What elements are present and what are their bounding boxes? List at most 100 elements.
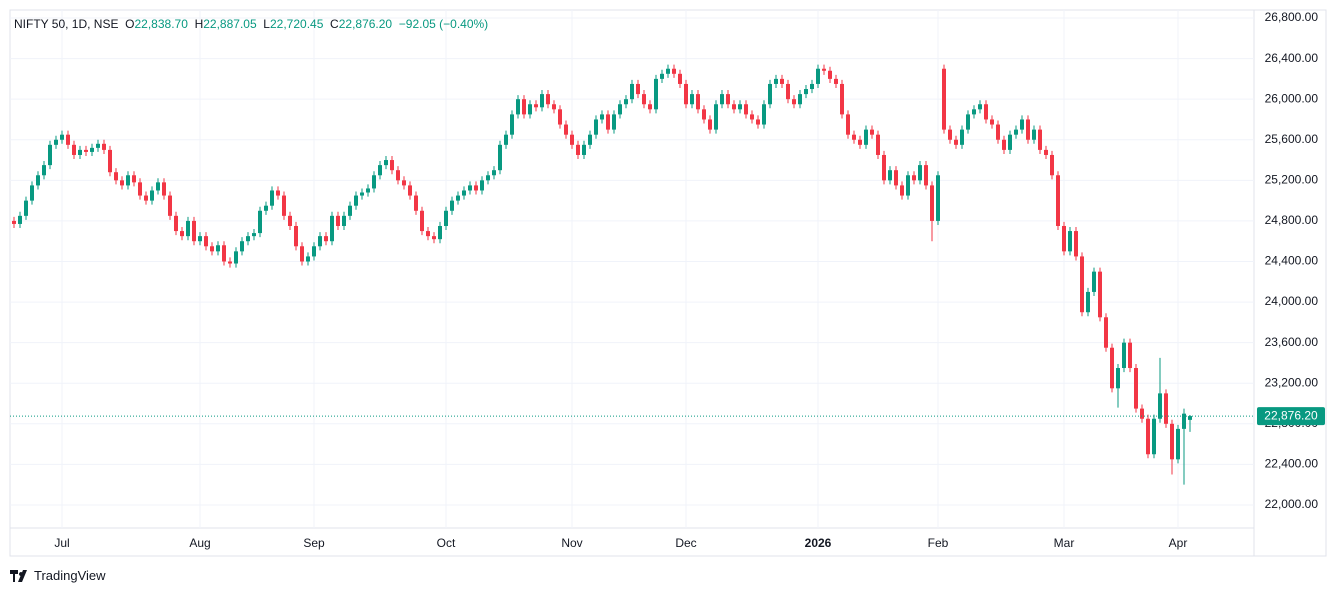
candle-body	[684, 83, 688, 105]
y-tick-label: 23,200.00	[1265, 375, 1319, 389]
candle-body	[420, 210, 424, 232]
candle-body	[594, 119, 598, 135]
candle-body	[498, 144, 502, 171]
candle-body	[180, 231, 184, 237]
candle-body	[606, 114, 610, 130]
candle-body	[894, 170, 898, 186]
logo-icon	[10, 569, 27, 582]
candle-body	[90, 147, 94, 152]
candle-body	[1002, 139, 1006, 150]
candle-body	[720, 94, 724, 105]
candle-body	[246, 236, 250, 242]
candle-body	[1176, 428, 1180, 460]
candle-body	[228, 261, 232, 264]
candle-body	[456, 195, 460, 201]
candle-body	[1008, 134, 1012, 150]
candle-body	[834, 78, 838, 84]
candle-body	[126, 175, 130, 186]
candle-body	[1014, 129, 1018, 135]
candle-body	[540, 94, 544, 108]
candle-body	[222, 245, 226, 262]
candle-body	[288, 215, 292, 226]
chart-frame	[9, 9, 1327, 557]
candle-body	[480, 180, 484, 191]
candle-body	[618, 104, 622, 115]
candle-body	[558, 109, 562, 125]
candle-body	[1038, 129, 1042, 150]
candle-body	[378, 165, 382, 176]
candle-body	[252, 233, 256, 237]
candle-body	[1044, 149, 1048, 155]
candle-body	[114, 172, 118, 181]
candle-body	[234, 251, 238, 264]
candle-body	[882, 154, 886, 181]
candle-body	[1188, 416, 1192, 420]
candle-body	[1170, 423, 1174, 460]
candle-body	[318, 236, 322, 247]
candle-body	[132, 175, 136, 183]
candle-body	[828, 70, 832, 79]
candle-body	[966, 114, 970, 130]
candle-body	[102, 143, 106, 150]
candle-body	[336, 215, 340, 226]
candle-body	[468, 185, 472, 191]
candle-body	[1068, 231, 1072, 252]
candle-body	[186, 220, 190, 237]
candle-body	[1152, 418, 1156, 455]
candle-body	[954, 139, 958, 145]
candle-body	[510, 114, 514, 135]
candle-body	[870, 129, 874, 135]
candle-body	[1020, 119, 1024, 130]
candle-body	[900, 185, 904, 196]
candle-body	[24, 200, 28, 216]
y-tick-label: 25,600.00	[1265, 132, 1319, 146]
candle-body	[1158, 393, 1162, 419]
candle-body	[798, 94, 802, 105]
candle-body	[1164, 393, 1168, 424]
candle-body	[552, 104, 556, 110]
candle-body	[750, 114, 754, 120]
candle-body	[216, 245, 220, 252]
candle-body	[306, 256, 310, 262]
x-tick-label: Aug	[189, 536, 210, 550]
candle-body	[138, 182, 142, 196]
candle-body	[912, 175, 916, 181]
low: 22,720.45	[269, 17, 324, 31]
candle-body	[654, 78, 658, 110]
candle-body	[990, 119, 994, 125]
candle-body	[792, 99, 796, 105]
candle-body	[366, 188, 370, 193]
candle-body	[732, 104, 736, 110]
candle-body	[822, 68, 826, 71]
candle-body	[198, 236, 202, 242]
candle-body	[354, 195, 358, 206]
candle-body	[492, 170, 496, 176]
candle-body	[600, 114, 604, 120]
candle-body	[672, 68, 676, 74]
candle-body	[1092, 271, 1096, 292]
axes: 22,000.0022,400.0022,800.0023,200.0023,6…	[54, 10, 1325, 550]
x-tick-label: Apr	[1169, 536, 1188, 550]
candle-body	[588, 134, 592, 145]
candle-body	[1104, 317, 1108, 348]
x-tick-label: 2026	[805, 536, 832, 550]
candle-body	[162, 182, 166, 196]
candle-body	[648, 104, 652, 110]
candle-body	[858, 139, 862, 145]
candle-body	[60, 134, 64, 140]
logo[interactable]: TradingView	[10, 568, 106, 583]
candle-body	[504, 134, 508, 145]
candle-body	[816, 68, 820, 84]
candle-body	[1032, 129, 1036, 140]
candle-body	[804, 89, 808, 95]
candle-body	[42, 165, 46, 176]
candle-body	[846, 114, 850, 135]
candle-body	[564, 124, 568, 135]
candle-body	[432, 236, 436, 240]
candle-body	[348, 205, 352, 216]
candle-body	[972, 109, 976, 115]
candle-body	[444, 210, 448, 226]
candle-body	[714, 104, 718, 130]
candle-body	[408, 185, 412, 196]
change: −92.05 (−0.40%)	[398, 17, 489, 31]
